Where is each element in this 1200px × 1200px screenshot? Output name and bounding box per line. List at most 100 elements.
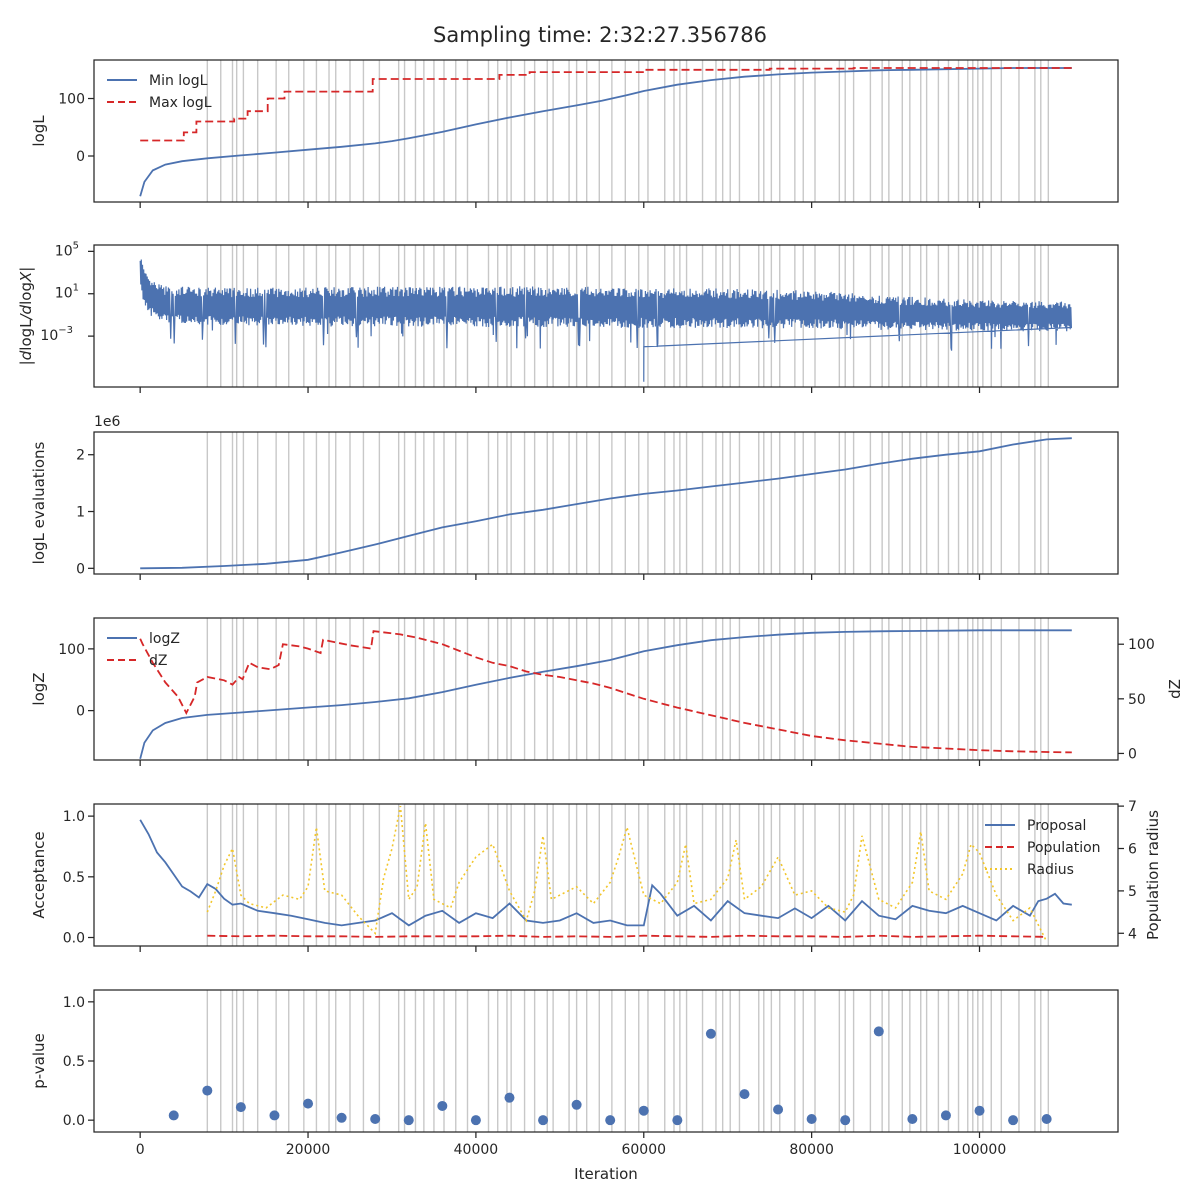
y-right-axis-label: Population radius — [1144, 810, 1162, 940]
data-point — [940, 1110, 951, 1121]
data-point — [202, 1085, 213, 1096]
data-point — [907, 1113, 918, 1124]
series-line-dlogl — [139, 259, 1073, 382]
series-line-proposal — [139, 819, 1072, 927]
legend-label: logZ — [149, 631, 180, 647]
axes-frame — [93, 803, 1119, 947]
panel-evaluations: 0 1 2 1e6 logL evaluations — [30, 414, 1119, 580]
y-axis-label: logZ — [30, 672, 48, 705]
y-right-tick-label: 7 — [1128, 799, 1137, 815]
x-tick-label: 20000 — [286, 1142, 331, 1158]
x-tick-label: 80000 — [789, 1142, 834, 1158]
legend-label: Proposal — [1027, 818, 1086, 834]
legend: Proposal Population Radius — [985, 818, 1101, 878]
legend: logZ dZ — [107, 631, 180, 669]
legend: Min logL Max logL — [107, 73, 212, 111]
vertical-markers — [206, 804, 1050, 946]
y-tick-label: 100 — [58, 92, 85, 108]
legend-label: Population — [1027, 840, 1101, 856]
data-point — [538, 1115, 549, 1126]
y-tick-label: 2 — [76, 448, 85, 464]
data-point — [1008, 1115, 1019, 1126]
data-point — [873, 1026, 884, 1037]
data-point — [336, 1112, 347, 1123]
y-right-tick-label: 5 — [1128, 884, 1137, 900]
series-line-main — [140, 437, 1072, 570]
axes-frame — [93, 431, 1119, 575]
data-point — [269, 1110, 280, 1121]
series-group — [140, 437, 1072, 570]
series-group — [139, 805, 1072, 943]
y-tick-label: 0 — [76, 561, 85, 577]
panel-pvalue: 0 20000 40000 60000 80000 100000 0.0 0.5 1.0 p-va… — [30, 989, 1119, 1158]
panel-logL: 0 100 logL Min logL Max logL — [30, 59, 1119, 208]
y-right-tick-label: 100 — [1128, 637, 1155, 653]
data-point — [437, 1100, 448, 1111]
y-tick-label: 105 — [55, 240, 79, 259]
series-line-dz — [139, 630, 1072, 754]
axes-frame — [93, 244, 1119, 388]
y-tick-label: 0.5 — [63, 870, 85, 886]
vertical-markers — [206, 60, 1050, 202]
legend-label: dZ — [149, 653, 167, 669]
data-point — [739, 1089, 750, 1100]
y-axis-label: logL evaluations — [30, 441, 48, 564]
panel-dlogL: 10−3 101 105 |dlogL/dlogX| — [17, 240, 1119, 393]
axes-frame — [93, 989, 1119, 1133]
legend-label: Max logL — [149, 95, 212, 111]
series-line-min-logl — [139, 67, 1072, 197]
x-axis-label: Iteration — [574, 1165, 638, 1183]
y-tick-label: 0.0 — [63, 1113, 85, 1129]
y-axis-label: Acceptance — [30, 831, 48, 918]
y-right-axis-label: dZ — [1166, 679, 1184, 699]
y-tick-label: 0 — [76, 149, 85, 165]
legend-label: Min logL — [149, 73, 208, 89]
data-point — [571, 1099, 582, 1110]
y-tick-label: 10−3 — [40, 325, 73, 344]
series-line-population — [207, 934, 1047, 938]
y-axis-label: p-value — [30, 1033, 48, 1089]
x-tick-label: 100000 — [953, 1142, 1006, 1158]
series-line-max-logl — [140, 67, 1072, 142]
y-axis-label: logL — [30, 115, 48, 147]
series-group — [139, 259, 1073, 382]
vertical-markers — [206, 432, 1050, 574]
x-tick-label: 40000 — [454, 1142, 499, 1158]
data-point — [235, 1102, 246, 1113]
axes-frame — [93, 617, 1119, 761]
data-point — [806, 1113, 817, 1124]
y-right-tick-label: 4 — [1128, 926, 1137, 942]
data-point — [705, 1028, 716, 1039]
x-tick-label: 0 — [136, 1142, 145, 1158]
x-tick-label: 60000 — [621, 1142, 666, 1158]
data-point — [605, 1115, 616, 1126]
data-point — [370, 1113, 381, 1124]
data-point — [840, 1115, 851, 1126]
panel-acceptance: 0.0 0.5 1.0 4 5 6 7 Acceptance Population radius… — [30, 799, 1162, 952]
series-group — [168, 1026, 1052, 1126]
y-tick-label: 0.5 — [63, 1054, 85, 1070]
y-tick-label: 0.0 — [63, 931, 85, 947]
series-line-logz — [139, 629, 1072, 760]
y-right-tick-label: 6 — [1128, 842, 1137, 858]
y-tick-label: 101 — [55, 283, 79, 302]
panel-logZ: 0 100 0 50 100 logZ dZ logZ dZ — [30, 617, 1184, 766]
vertical-markers — [206, 618, 1050, 760]
y-tick-label: 1 — [76, 505, 85, 521]
data-point — [403, 1115, 414, 1126]
vertical-markers — [206, 990, 1050, 1132]
offset-label: 1e6 — [94, 414, 121, 430]
data-point — [638, 1105, 649, 1116]
data-point — [168, 1110, 179, 1121]
series-group — [139, 67, 1072, 197]
figure-title: Sampling time: 2:32:27.356786 — [433, 23, 767, 47]
y-tick-label: 1.0 — [63, 995, 85, 1011]
data-point — [773, 1104, 784, 1115]
data-point — [470, 1115, 481, 1126]
y-tick-label: 1.0 — [63, 809, 85, 825]
data-point — [672, 1115, 683, 1126]
y-axis-label: |dlogL/dlogX| — [17, 267, 35, 366]
data-point — [974, 1105, 985, 1116]
